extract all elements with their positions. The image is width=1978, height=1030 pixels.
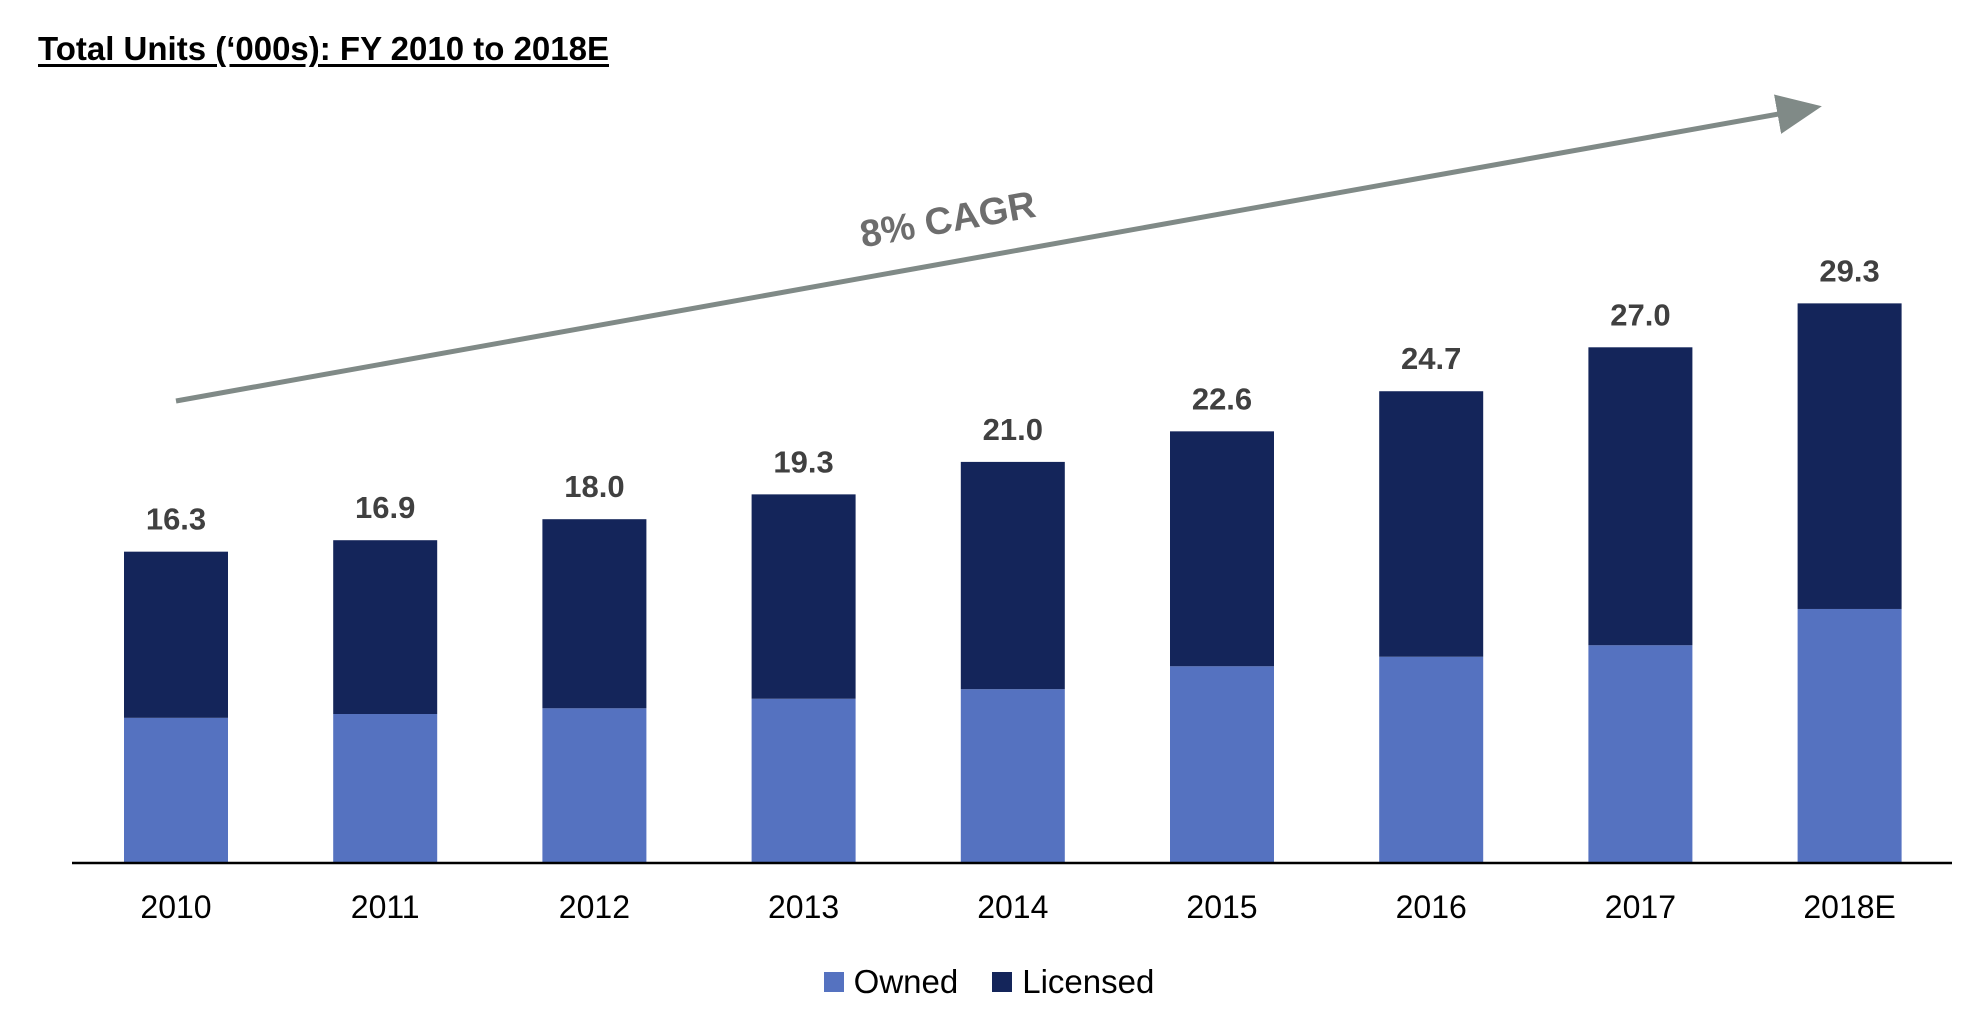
bar-owned-2015 <box>1170 666 1274 863</box>
cagr-label: 8% CAGR <box>857 184 1039 256</box>
legend-label-owned: Owned <box>853 963 959 1000</box>
bar-owned-2016 <box>1379 656 1484 863</box>
chart-title: Total Units (‘000s): FY 2010 to 2018E <box>38 30 609 67</box>
total-label-2016: 24.7 <box>1401 341 1461 376</box>
x-tick-label-2013: 2013 <box>768 889 839 925</box>
total-label-2014: 21.0 <box>983 412 1043 447</box>
x-tick-label-2018e: 2018E <box>1803 889 1896 925</box>
total-label-2018e: 29.3 <box>1819 253 1879 288</box>
total-label-2011: 16.9 <box>355 490 415 525</box>
x-tick-label-2010: 2010 <box>140 889 211 925</box>
legend-swatch-owned <box>823 972 844 992</box>
bar-licensed-2015 <box>1170 431 1274 667</box>
legend-swatch-licensed <box>992 972 1013 992</box>
bar-owned-2011 <box>333 714 438 863</box>
bar-licensed-2016 <box>1379 391 1484 657</box>
total-label-2013: 19.3 <box>773 444 833 479</box>
bar-licensed-2017 <box>1588 347 1693 646</box>
labels-layer: 16.3 2010 16.9 2011 18.0 2012 19.3 2013 21.0 2014… <box>140 253 1895 925</box>
legend-item-owned: Owned <box>823 963 959 1001</box>
bar-licensed-2012 <box>542 519 647 709</box>
bar-licensed-2010 <box>124 551 228 718</box>
x-tick-label-2016: 2016 <box>1396 889 1467 925</box>
bar-owned-2014 <box>960 689 1065 863</box>
bar-owned-2013 <box>751 698 856 863</box>
bar-licensed-2014 <box>960 461 1065 690</box>
cagr-arrow <box>175 94 1822 404</box>
x-tick-label-2011: 2011 <box>351 889 420 925</box>
bars-layer <box>124 303 1902 863</box>
bar-owned-2012 <box>542 708 647 863</box>
cagr-annotation: 8% CAGR <box>175 94 1822 404</box>
bar-licensed-2011 <box>333 540 438 715</box>
total-label-2015: 22.6 <box>1192 381 1252 416</box>
total-label-2012: 18.0 <box>564 469 624 504</box>
x-tick-label-2017: 2017 <box>1605 889 1676 925</box>
legend-item-licensed: Licensed <box>992 963 1154 1001</box>
legend: Owned Licensed <box>0 963 1978 1001</box>
x-tick-label-2014: 2014 <box>977 889 1048 925</box>
bar-owned-2017 <box>1588 645 1693 863</box>
bar-owned-2018e <box>1797 608 1902 863</box>
total-label-2010: 16.3 <box>146 502 206 537</box>
bar-owned-2010 <box>124 717 228 863</box>
bar-licensed-2013 <box>751 494 856 699</box>
bar-licensed-2018e <box>1797 303 1902 609</box>
x-tick-label-2012: 2012 <box>559 889 630 925</box>
legend-label-licensed: Licensed <box>1022 963 1155 1000</box>
x-tick-label-2015: 2015 <box>1186 889 1257 925</box>
total-label-2017: 27.0 <box>1610 297 1670 332</box>
